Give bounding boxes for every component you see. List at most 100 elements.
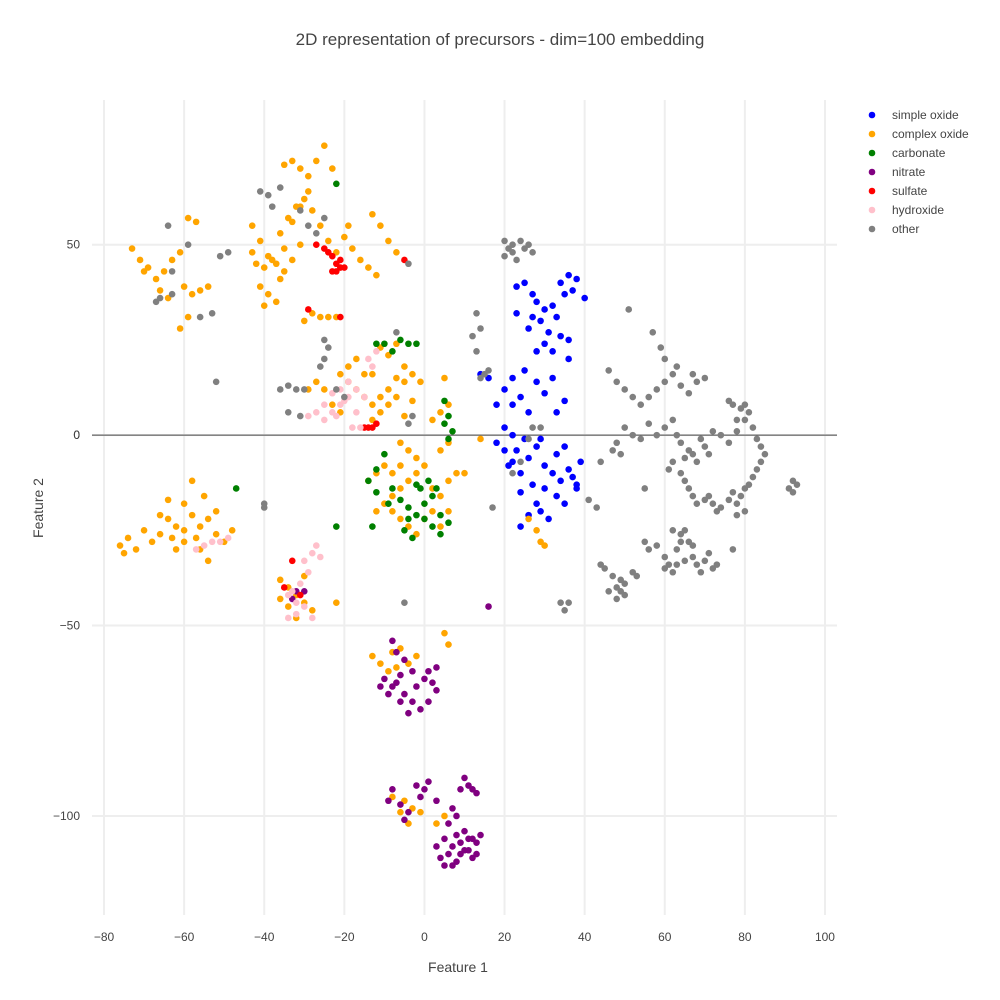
data-point <box>621 591 629 599</box>
legend-item[interactable]: hydroxide <box>868 203 945 217</box>
data-point <box>288 157 296 165</box>
data-point <box>300 603 308 610</box>
data-point <box>260 504 268 511</box>
legend-item[interactable]: carbonate <box>868 146 946 160</box>
legend-label: carbonate <box>892 146 946 160</box>
data-point <box>621 424 629 431</box>
data-point <box>477 374 484 382</box>
legend-label: other <box>892 222 919 236</box>
data-point <box>729 401 737 408</box>
data-point <box>188 511 196 519</box>
data-point <box>409 698 416 706</box>
data-point <box>677 530 685 538</box>
legend[interactable]: simple oxide complex oxide carbonate nitrat… <box>868 108 969 236</box>
data-point <box>701 557 709 565</box>
data-point <box>272 298 280 306</box>
data-point <box>308 207 316 214</box>
series-other <box>152 184 801 614</box>
data-point <box>501 447 508 454</box>
data-point <box>529 249 536 256</box>
data-point <box>164 496 172 504</box>
legend-item[interactable]: sulfate <box>868 184 928 198</box>
data-point <box>421 786 428 793</box>
data-point <box>329 401 336 408</box>
data-point <box>365 264 372 271</box>
data-point <box>741 508 749 515</box>
data-point <box>369 363 376 370</box>
data-point <box>176 325 184 332</box>
data-point <box>168 290 176 298</box>
data-point <box>653 431 661 439</box>
data-point <box>393 329 400 336</box>
data-point <box>593 504 600 511</box>
data-point <box>389 508 396 515</box>
data-point <box>561 290 568 298</box>
data-point <box>300 317 308 325</box>
data-point <box>313 408 320 416</box>
data-point <box>188 477 196 485</box>
data-point <box>300 386 308 393</box>
data-point <box>196 313 204 321</box>
data-point <box>397 671 404 679</box>
data-point <box>637 401 645 408</box>
data-point <box>317 553 324 561</box>
data-point <box>677 469 685 477</box>
data-point <box>469 332 476 340</box>
data-point <box>517 488 524 496</box>
data-point <box>276 595 284 603</box>
data-point <box>669 568 677 576</box>
legend-marker <box>868 168 876 176</box>
data-point <box>284 603 292 610</box>
data-point <box>573 275 580 283</box>
data-point <box>521 279 528 287</box>
data-point <box>333 180 340 188</box>
data-point <box>533 500 540 507</box>
data-point <box>717 431 725 439</box>
data-point <box>421 462 428 469</box>
data-point <box>417 706 424 713</box>
legend-item[interactable]: simple oxide <box>868 108 959 122</box>
data-point <box>449 843 456 850</box>
series-simple-oxide <box>477 271 588 530</box>
data-point <box>793 481 801 488</box>
data-point <box>321 401 328 408</box>
data-point <box>409 667 416 675</box>
data-point <box>445 508 452 515</box>
data-point <box>373 271 380 279</box>
data-point <box>425 778 432 786</box>
data-point <box>425 667 432 675</box>
data-point <box>116 542 124 549</box>
data-point <box>529 424 536 431</box>
y-tick-label: −100 <box>53 809 80 823</box>
data-point <box>417 378 424 386</box>
data-point <box>517 469 524 477</box>
data-point <box>393 664 400 671</box>
data-point <box>629 431 637 439</box>
data-point <box>304 222 312 229</box>
legend-item[interactable]: other <box>868 222 920 236</box>
legend-item[interactable]: nitrate <box>868 165 926 179</box>
data-point <box>681 557 689 565</box>
data-point <box>445 477 452 485</box>
data-point <box>413 782 420 789</box>
data-point <box>300 195 308 203</box>
data-point <box>457 839 464 846</box>
data-point <box>645 420 653 428</box>
data-point <box>661 378 669 386</box>
data-point <box>313 241 320 249</box>
data-point <box>317 222 324 229</box>
data-point <box>381 462 388 469</box>
data-point <box>713 508 721 515</box>
data-point <box>152 298 160 306</box>
data-point <box>132 546 140 553</box>
data-point <box>673 431 681 439</box>
data-point <box>709 500 717 507</box>
data-point <box>377 408 384 416</box>
data-point <box>128 245 136 252</box>
data-point <box>317 363 324 370</box>
data-point <box>597 458 604 466</box>
x-tick-labels: −80 −60 −40 −20 0 20 40 60 80 100 <box>94 930 835 944</box>
legend-item[interactable]: complex oxide <box>868 127 969 141</box>
data-point <box>280 268 288 275</box>
data-point <box>397 485 404 492</box>
